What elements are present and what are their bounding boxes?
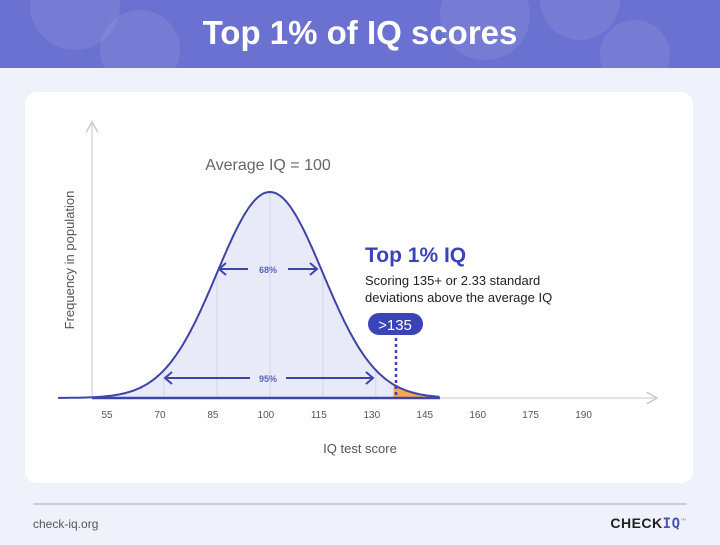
- chart-card: [25, 92, 693, 483]
- average-label: Average IQ = 100: [205, 157, 331, 174]
- x-axis-label: IQ test score: [323, 441, 397, 456]
- x-tick-label: 55: [101, 410, 113, 421]
- top-title: Top 1% IQ: [365, 244, 466, 267]
- band-95-arrow: 95%: [163, 371, 375, 385]
- x-tick-label: 190: [575, 410, 592, 421]
- band-68-label: 68%: [259, 265, 277, 275]
- y-axis-label: Frequency in population: [62, 191, 77, 330]
- top-desc-line1: Scoring 135+ or 2.33 standard: [365, 273, 540, 288]
- footer-divider: [33, 503, 687, 505]
- x-tick-label: 160: [469, 410, 486, 421]
- band-68-arrow: 68%: [217, 262, 319, 276]
- logo-text: CHECK: [610, 515, 663, 531]
- site-url: check-iq.org: [33, 517, 99, 531]
- threshold-label: >135: [378, 317, 412, 334]
- bell-curve: [58, 190, 440, 399]
- x-tick-label: 115: [311, 410, 327, 421]
- top-1-percent-tail: [393, 384, 440, 398]
- x-tick-label: 130: [363, 410, 380, 421]
- x-tick-label: 70: [154, 410, 166, 421]
- arrow-left-head: [217, 262, 227, 276]
- top-desc-line2: deviations above the average IQ: [365, 290, 552, 305]
- page-title: Top 1% of IQ scores: [202, 14, 518, 51]
- curve-fill: [58, 192, 440, 398]
- band-95-label: 95%: [259, 374, 277, 384]
- x-tick-label: 85: [207, 410, 219, 421]
- logo-tm: ™: [680, 518, 687, 525]
- arrow-right-head: [309, 262, 319, 276]
- x-tick-label: 145: [416, 410, 433, 421]
- x-tick-label: 100: [258, 410, 275, 421]
- header-banner: Top 1% of IQ scores: [0, 0, 720, 68]
- threshold-badge: [368, 313, 423, 335]
- logo-iq: IQ: [662, 516, 681, 532]
- x-tick-label: 175: [522, 410, 539, 421]
- checkiq-logo: CHECKIQ™: [610, 515, 687, 532]
